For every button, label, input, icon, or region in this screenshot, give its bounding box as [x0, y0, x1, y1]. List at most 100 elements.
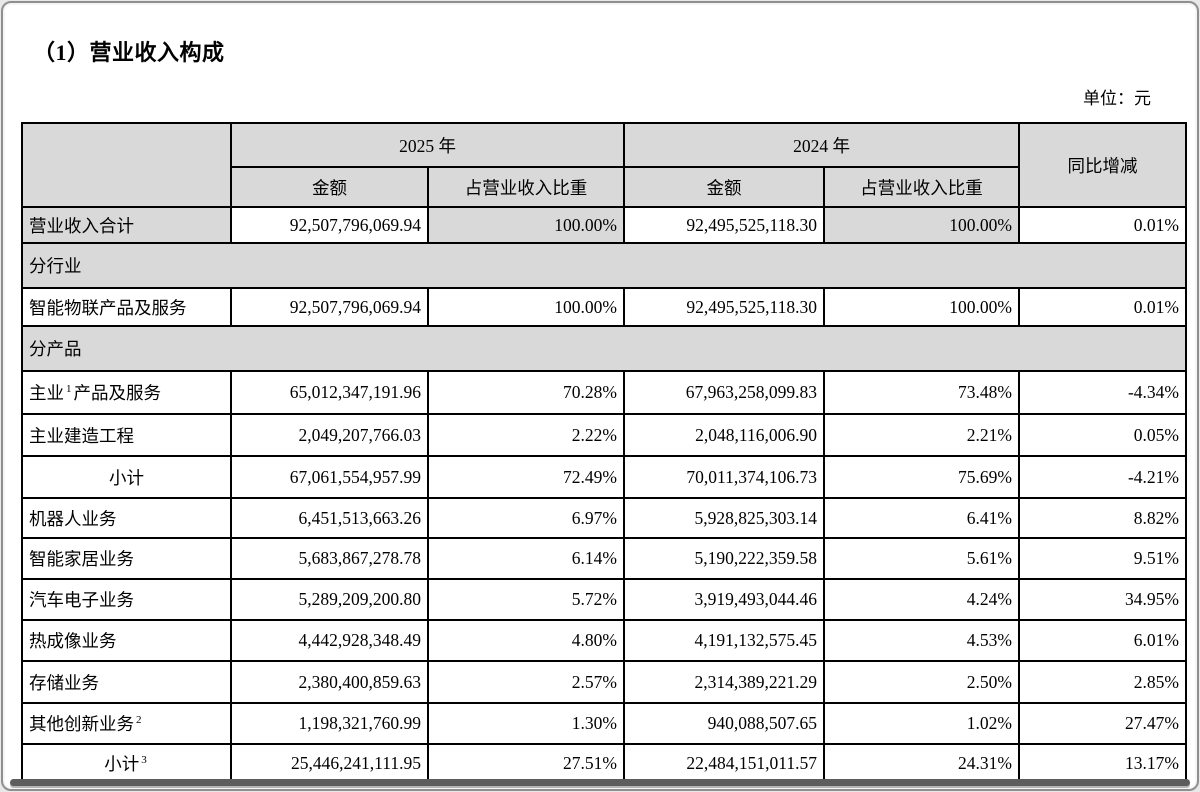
share-2024: 1.02%: [823, 702, 1020, 745]
amount-2025: 4,442,928,348.49: [230, 619, 429, 662]
row-label: 汽车电子业务: [21, 578, 232, 621]
amount-2025: 5,683,867,278.78: [230, 537, 429, 580]
amount-2025: 6,451,513,663.26: [230, 497, 429, 539]
footnote-superscript: 2: [136, 714, 142, 727]
corner-header-cell: [21, 122, 232, 208]
amount-2024: 4,191,132,575.45: [623, 619, 825, 662]
amount-2024: 67,963,258,099.83: [623, 370, 825, 415]
share-2024: 4.24%: [823, 578, 1020, 621]
table-row: 热成像业务 4,442,928,348.49 4.80% 4,191,132,575.…: [21, 619, 1187, 662]
amount-2024: 92,495,525,118.30: [623, 287, 825, 327]
footnote-superscript: 3: [141, 753, 147, 766]
row-label: 智能物联产品及服务: [21, 287, 232, 327]
table-body: 营业收入合计 92,507,796,069.94 100.00% 92,495,525…: [21, 206, 1187, 783]
amount-2025: 25,446,241,111.95: [230, 743, 429, 783]
amount-2024: 2,314,389,221.29: [623, 660, 825, 704]
amount-2025: 5,289,209,200.80: [230, 578, 429, 621]
yoy-change: 27.47%: [1018, 702, 1187, 745]
share-2025: 70.28%: [427, 370, 625, 415]
share-2024: 100.00%: [823, 206, 1020, 244]
section-row: 分行业: [21, 242, 1187, 289]
amount-2024: 5,928,825,303.14: [623, 497, 825, 539]
yoy-change: 0.01%: [1018, 206, 1187, 244]
row-label: 小计 3: [21, 743, 232, 783]
amount-2024: 92,495,525,118.30: [623, 206, 825, 244]
share-2024: 100.00%: [823, 287, 1020, 327]
amount-2024: 2,048,116,006.90: [623, 413, 825, 457]
year-2025-header: 2025 年: [230, 122, 625, 168]
page-bottom-edge: [10, 779, 1190, 786]
share-2025: 100.00%: [427, 287, 625, 327]
amount-2025-header: 金额: [230, 166, 429, 208]
table-row: 营业收入合计 92,507,796,069.94 100.00% 92,495,525…: [21, 206, 1187, 244]
share-2024: 4.53%: [823, 619, 1020, 662]
table-row: 其他创新业务 2 1,198,321,760.99 1.30% 940,088,507.…: [21, 702, 1187, 745]
share-2025: 4.80%: [427, 619, 625, 662]
share-2025: 6.97%: [427, 497, 625, 539]
page-content: （1）营业收入构成 单位：元 2025 年 2024 年 同比增减 金额: [3, 3, 1197, 783]
amount-2025: 1,198,321,760.99: [230, 702, 429, 745]
share-2024: 5.61%: [823, 537, 1020, 580]
share-2024: 24.31%: [823, 743, 1020, 783]
amount-2025: 2,380,400,859.63: [230, 660, 429, 704]
yoy-change: -4.21%: [1018, 455, 1187, 499]
page-title: （1）营业收入构成: [33, 40, 225, 65]
share-2025: 2.57%: [427, 660, 625, 704]
table-row: 智能物联产品及服务 92,507,796,069.94 100.00% 92,495,…: [21, 287, 1187, 327]
row-label: 热成像业务: [21, 619, 232, 662]
yoy-change: 9.51%: [1018, 537, 1187, 580]
table-row: 主业 1 产品及服务 65,012,347,191.96 70.28% 67,963,25…: [21, 370, 1187, 415]
row-label: 智能家居业务: [21, 537, 232, 580]
revenue-composition-table: 2025 年 2024 年 同比增减 金额 占营业收入比重 金额 占营业收入比重…: [21, 122, 1187, 783]
yoy-change: 0.01%: [1018, 287, 1187, 327]
amount-2024-header: 金额: [623, 166, 825, 208]
yoy-change: 13.17%: [1018, 743, 1187, 783]
row-label: 其他创新业务 2: [21, 702, 232, 745]
amount-2025: 67,061,554,957.99: [230, 455, 429, 499]
table-row: 主业建造工程 2,049,207,766.03 2.22% 2,048,116,006…: [21, 413, 1187, 457]
section-label: 分行业: [21, 242, 1187, 289]
yoy-change: 0.05%: [1018, 413, 1187, 457]
yoy-change: -4.34%: [1018, 370, 1187, 415]
yoy-change: 6.01%: [1018, 619, 1187, 662]
yoy-change: 34.95%: [1018, 578, 1187, 621]
footnote-superscript: 1: [66, 383, 72, 396]
amount-2025: 2,049,207,766.03: [230, 413, 429, 457]
section-label: 分产品: [21, 325, 1187, 372]
table-row: 小计 67,061,554,957.99 72.49% 70,011,374,106.…: [21, 455, 1187, 499]
row-label: 机器人业务: [21, 497, 232, 539]
share-2024: 75.69%: [823, 455, 1020, 499]
amount-2025: 65,012,347,191.96: [230, 370, 429, 415]
amount-2024: 70,011,374,106.73: [623, 455, 825, 499]
header-row-measures: 金额 占营业收入比重 金额 占营业收入比重: [22, 166, 1186, 208]
table-row: 机器人业务 6,451,513,663.26 6.97% 5,928,825,303.…: [21, 497, 1187, 539]
unit-label: 单位：元: [1083, 89, 1151, 108]
row-label: 存储业务: [21, 660, 232, 704]
amount-2025: 92,507,796,069.94: [230, 287, 429, 327]
year-2024-header: 2024 年: [623, 122, 1020, 168]
share-2025: 2.22%: [427, 413, 625, 457]
share-2025: 27.51%: [427, 743, 625, 783]
share-2025: 5.72%: [427, 578, 625, 621]
yoy-change: 2.85%: [1018, 660, 1187, 704]
share-2024: 73.48%: [823, 370, 1020, 415]
share-2025: 6.14%: [427, 537, 625, 580]
yoy-change: 8.82%: [1018, 497, 1187, 539]
yoy-change-header: 同比增减: [1018, 122, 1187, 208]
share-2024: 2.50%: [823, 660, 1020, 704]
amount-2024: 3,919,493,044.46: [623, 578, 825, 621]
share-2024-header: 占营业收入比重: [823, 166, 1020, 208]
share-2025-header: 占营业收入比重: [427, 166, 625, 208]
header-row-years: 2025 年 2024 年 同比增减: [21, 122, 1187, 208]
amount-2024: 22,484,151,011.57: [623, 743, 825, 783]
row-label: 主业建造工程: [21, 413, 232, 457]
share-2024: 2.21%: [823, 413, 1020, 457]
share-2024: 6.41%: [823, 497, 1020, 539]
share-2025: 1.30%: [427, 702, 625, 745]
section-row: 分产品: [21, 325, 1187, 372]
row-label: 主业 1 产品及服务: [21, 370, 232, 415]
table-row: 存储业务 2,380,400,859.63 2.57% 2,314,389,221.2…: [21, 660, 1187, 704]
table-row: 汽车电子业务 5,289,209,200.80 5.72% 3,919,493,044…: [21, 578, 1187, 621]
table-row: 智能家居业务 5,683,867,278.78 6.14% 5,190,222,359…: [21, 537, 1187, 580]
